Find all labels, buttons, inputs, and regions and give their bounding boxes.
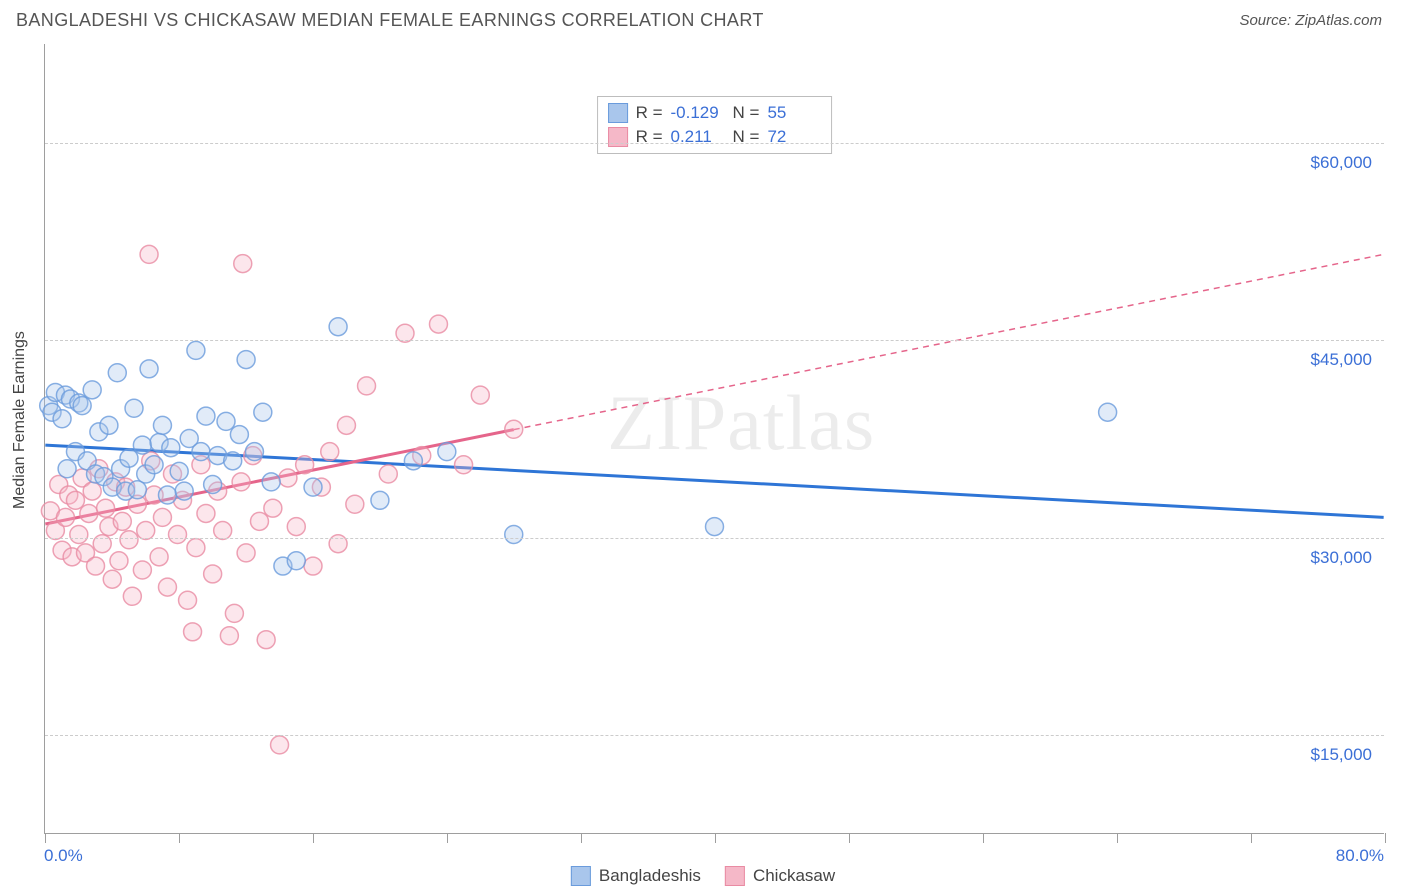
n-value: 55 (767, 103, 821, 123)
y-axis-title: Median Female Earnings (11, 331, 29, 509)
source-attribution: Source: ZipAtlas.com (1239, 12, 1382, 29)
y-tick-label: $30,000 (1311, 548, 1372, 568)
x-axis-min-label: 0.0% (44, 846, 83, 866)
r-label: R = (636, 127, 663, 147)
r-value: -0.129 (671, 103, 725, 123)
stats-row: R = 0.211 N = 72 (608, 125, 822, 149)
swatch-icon (725, 866, 745, 886)
correlation-stats-box: R = -0.129 N = 55 R = 0.211 N = 72 (597, 96, 833, 154)
chart-plot-area: ZIPatlas R = -0.129 N = 55 R = 0.211 N =… (44, 44, 1384, 834)
legend-label: Bangladeshis (599, 866, 701, 886)
legend-label: Chickasaw (753, 866, 835, 886)
swatch-icon (608, 127, 628, 147)
legend: Bangladeshis Chickasaw (571, 866, 835, 886)
scatter-points-layer (45, 44, 1384, 833)
r-value: 0.211 (671, 127, 725, 147)
swatch-icon (608, 103, 628, 123)
y-tick-label: $45,000 (1311, 350, 1372, 370)
legend-item: Chickasaw (725, 866, 835, 886)
r-label: R = (636, 103, 663, 123)
y-tick-label: $15,000 (1311, 745, 1372, 765)
legend-item: Bangladeshis (571, 866, 701, 886)
n-label: N = (733, 103, 760, 123)
y-tick-label: $60,000 (1311, 153, 1372, 173)
swatch-icon (571, 866, 591, 886)
n-label: N = (733, 127, 760, 147)
x-axis-max-label: 80.0% (1336, 846, 1384, 866)
chart-title: BANGLADESHI VS CHICKASAW MEDIAN FEMALE E… (16, 10, 764, 31)
n-value: 72 (767, 127, 821, 147)
stats-row: R = -0.129 N = 55 (608, 101, 822, 125)
